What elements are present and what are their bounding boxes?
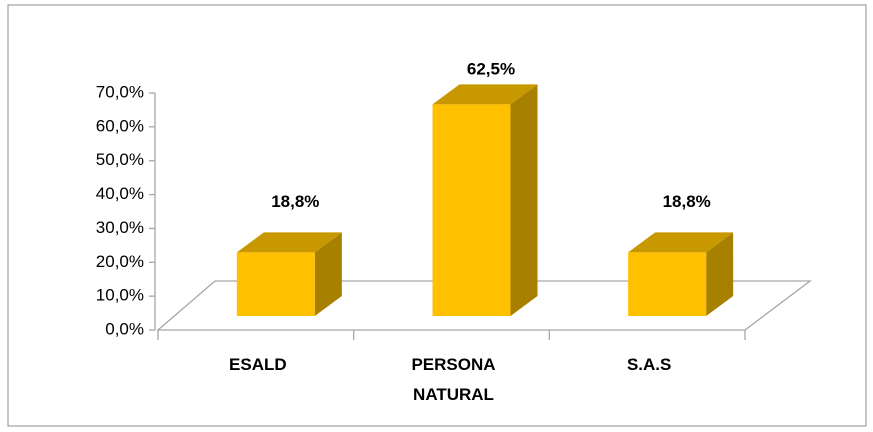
- bar-front: [236, 252, 315, 316]
- bar-top: [236, 232, 342, 253]
- bar-front: [628, 252, 707, 316]
- value-label: 18,8%: [271, 192, 319, 211]
- y-tick-label: 50,0%: [96, 150, 144, 169]
- bar-side: [314, 232, 342, 316]
- bar-front: [432, 104, 511, 317]
- value-label: 18,8%: [663, 192, 711, 211]
- bar-top: [432, 84, 538, 105]
- bar-top: [628, 232, 734, 253]
- x-tick-label: ESALD: [229, 355, 287, 374]
- bar: [628, 232, 734, 316]
- y-tick-label: 10,0%: [96, 286, 144, 305]
- y-tick-label: 30,0%: [96, 218, 144, 237]
- value-label: 62,5%: [467, 59, 515, 78]
- bar: [432, 84, 538, 317]
- y-tick-label: 0,0%: [105, 319, 144, 338]
- y-tick-label: 40,0%: [96, 184, 144, 203]
- x-tick-label: S.A.S: [626, 355, 672, 374]
- y-tick-label: 70,0%: [96, 82, 144, 101]
- bar-side: [510, 84, 538, 317]
- x-tick-label: PERSONA NATURAL: [411, 355, 496, 404]
- bar: [236, 232, 342, 316]
- y-tick-label: 20,0%: [96, 252, 144, 271]
- y-tick-label: 60,0%: [96, 116, 144, 135]
- bar-side: [706, 232, 734, 316]
